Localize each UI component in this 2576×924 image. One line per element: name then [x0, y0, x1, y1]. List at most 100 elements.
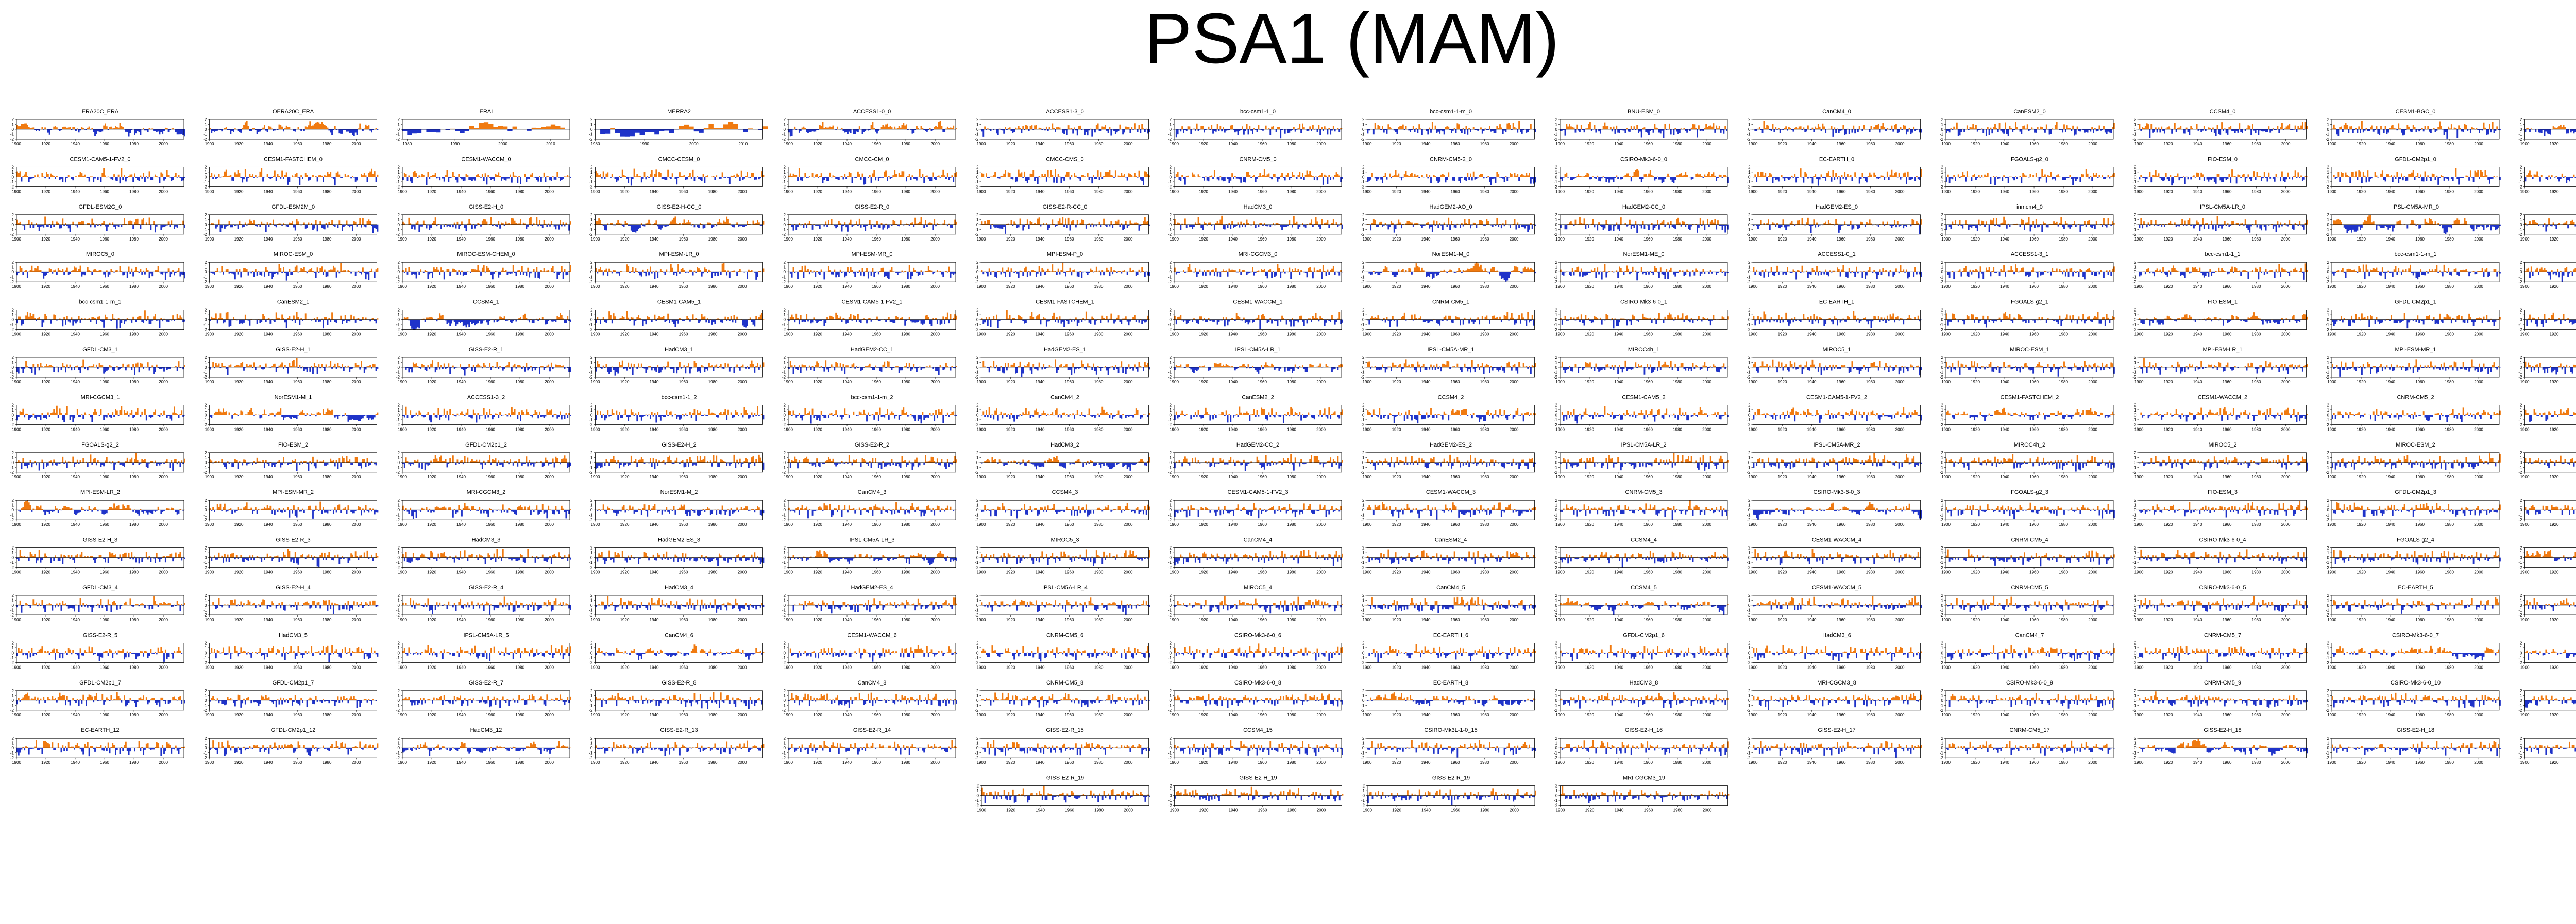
positive-anomaly-area — [1368, 692, 1536, 700]
x-tick-label: 1980 — [708, 618, 718, 622]
x-tick-label: 1940 — [2193, 570, 2202, 575]
y-tick-label: 0 — [1170, 365, 1172, 370]
positive-anomaly-area — [1174, 643, 1343, 653]
y-tick-label: 2 — [1941, 546, 1944, 551]
y-tick-label: 0 — [976, 413, 979, 417]
y-tick-label: 1 — [976, 265, 979, 270]
x-tick-label: 1900 — [398, 237, 407, 242]
x-tick-label: 1980 — [901, 380, 910, 384]
y-tick-label: 2 — [1555, 308, 1558, 313]
y-tick-label: 2 — [1170, 641, 1172, 645]
x-tick-label: 2000 — [159, 380, 168, 384]
x-tick-label: 2000 — [1510, 332, 1519, 337]
y-tick-label: 1 — [2520, 217, 2522, 222]
y-tick-label: -1 — [2132, 227, 2137, 232]
y-tick-label: 1 — [1941, 455, 1944, 460]
x-tick-label: 2000 — [1124, 713, 1133, 717]
x-tick-label: 1920 — [1585, 237, 1594, 242]
panel-title: CSIRO-Mk3-6-0_1 — [1620, 299, 1667, 305]
y-tick-label: 0 — [1941, 413, 1944, 417]
y-tick-label: 0 — [2327, 413, 2330, 417]
x-tick-label: 1940 — [1807, 284, 1817, 289]
positive-anomaly-area — [211, 312, 379, 320]
x-tick-label: 1940 — [1421, 522, 1431, 527]
y-tick-label: -1 — [1554, 608, 1558, 613]
y-tick-label: 0 — [1748, 556, 1751, 560]
x-tick-label: 1940 — [264, 618, 273, 622]
x-tick-label: 1900 — [205, 522, 214, 527]
negative-anomaly-area — [791, 224, 955, 232]
y-tick-label: -2 — [1940, 422, 1944, 427]
x-tick-label: 1900 — [2134, 427, 2144, 432]
x-tick-label: 1980 — [2059, 618, 2068, 622]
y-tick-label: -2 — [2326, 137, 2330, 142]
y-tick-label: -2 — [1747, 660, 1751, 665]
panel-title: FGOALS-g2_2 — [81, 442, 119, 448]
y-tick-label: 0 — [2134, 223, 2137, 227]
x-tick-label: 1900 — [12, 618, 21, 622]
y-tick-label: 2 — [2520, 308, 2522, 313]
y-tick-label: 1 — [1362, 598, 1365, 603]
x-tick-label: 2000 — [1510, 475, 1519, 480]
y-tick-label: -2 — [2132, 566, 2137, 570]
x-tick-label: 2000 — [2281, 332, 2291, 337]
negative-anomaly-area — [2552, 557, 2573, 561]
x-tick-label: 1960 — [2415, 189, 2425, 194]
x-tick-label: 1960 — [872, 284, 881, 289]
y-tick-label: -2 — [2518, 518, 2522, 522]
y-tick-label: -1 — [975, 132, 979, 137]
y-tick-label: -2 — [2326, 232, 2330, 237]
panel-title: bcc-csm1-1-m_1 — [2395, 251, 2437, 258]
x-tick-label: 2000 — [2474, 380, 2483, 384]
panel-title: ACCESS1-0_0 — [853, 109, 891, 115]
x-tick-label: 1980 — [1866, 427, 1875, 432]
positive-anomaly-area — [2336, 645, 2501, 653]
x-tick-label: 1920 — [2357, 665, 2366, 670]
x-tick-label: 1980 — [1287, 142, 1296, 146]
x-tick-label: 1900 — [1555, 427, 1565, 432]
y-tick-label: 1 — [2520, 265, 2522, 270]
y-tick-label: -2 — [589, 660, 593, 665]
negative-anomaly-area — [982, 605, 1150, 615]
x-tick-label: 1920 — [1006, 618, 1015, 622]
negative-anomaly-area — [2332, 605, 2494, 614]
positive-anomaly-area — [1175, 362, 1343, 367]
y-tick-label: 1 — [1748, 123, 1751, 127]
y-tick-label: 1 — [1170, 455, 1172, 460]
x-tick-label: 1900 — [591, 284, 600, 289]
y-tick-label: 1 — [1555, 265, 1558, 270]
panel-title: CSIRO-Mk3-6-0_8 — [1234, 680, 1281, 686]
y-tick-label: 1 — [1748, 265, 1751, 270]
y-tick-label: 0 — [1362, 603, 1365, 608]
panel-title: CSIRO-Mk3-6-0_9 — [2006, 680, 2053, 686]
x-tick-label: 1980 — [1673, 237, 1682, 242]
y-tick-label: -1 — [203, 322, 207, 327]
x-tick-label: 2000 — [1702, 570, 1711, 575]
x-tick-label: 1920 — [41, 380, 50, 384]
y-tick-label: -1 — [1168, 370, 1172, 375]
y-tick-label: 2 — [784, 213, 786, 217]
y-tick-label: 2 — [590, 498, 593, 503]
y-tick-label: 2 — [205, 260, 207, 265]
x-tick-label: 1900 — [591, 665, 600, 670]
y-tick-label: -2 — [975, 232, 979, 237]
y-tick-label: 2 — [1941, 117, 1944, 122]
y-tick-label: -2 — [1168, 660, 1172, 665]
x-tick-label: 1940 — [842, 284, 852, 289]
y-tick-label: 1 — [398, 265, 400, 270]
x-tick-label: 1940 — [2386, 618, 2395, 622]
